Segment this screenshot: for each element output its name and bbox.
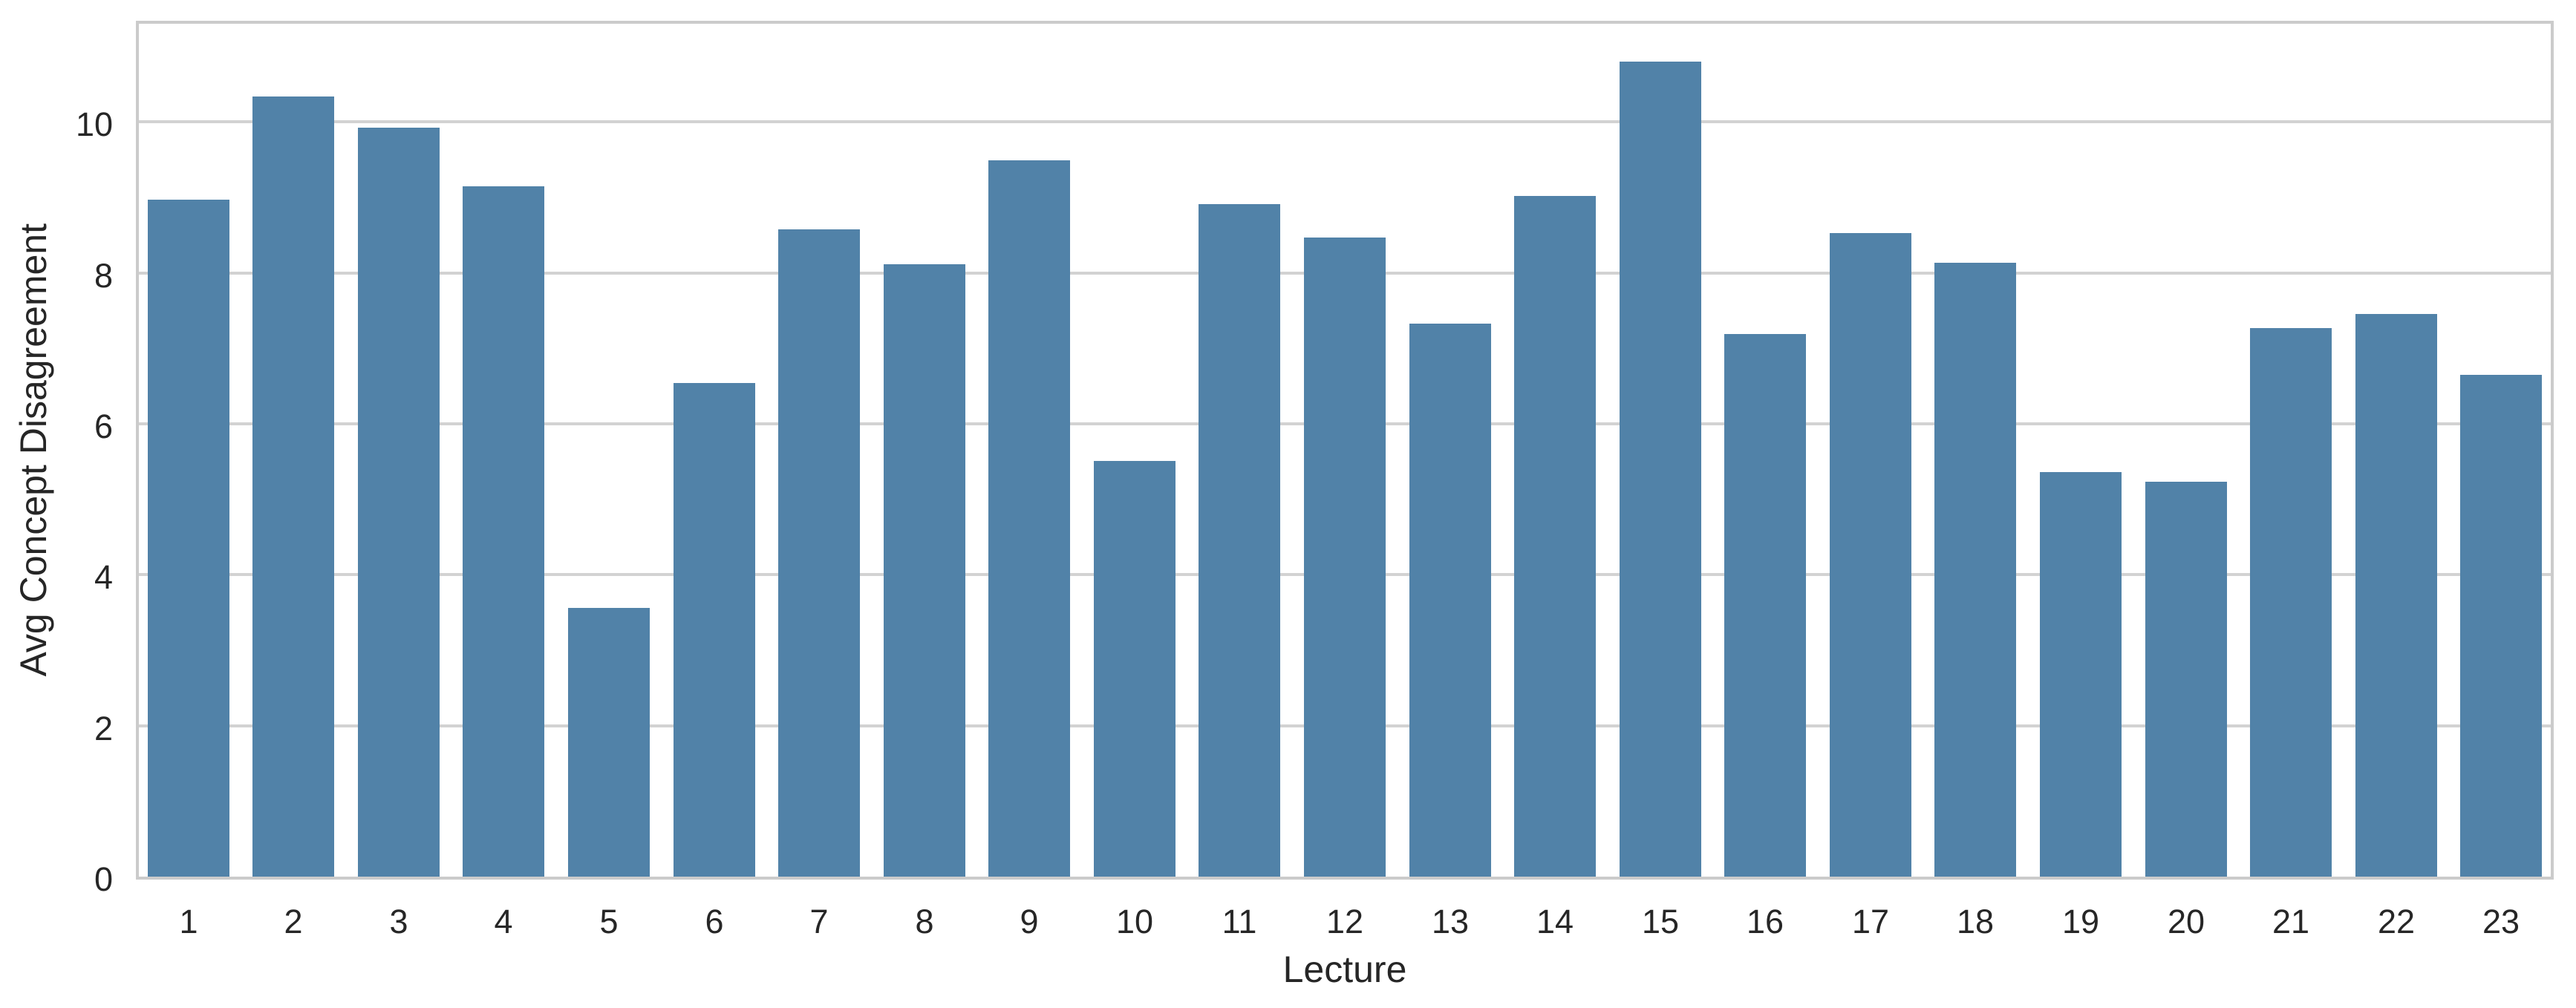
x-tick-label-18: 18: [1956, 903, 1995, 940]
x-tick-label-2: 2: [284, 903, 303, 940]
x-tick-label-8: 8: [915, 903, 934, 940]
bar-lecture-6: [674, 383, 755, 877]
x-tick-label-11: 11: [1222, 903, 1257, 940]
bar-lecture-5: [568, 608, 650, 877]
x-tick-label-15: 15: [1641, 903, 1680, 940]
bar-lecture-10: [1094, 461, 1175, 877]
x-tick-label-9: 9: [1020, 903, 1039, 940]
y-tick-label-0: 0: [94, 860, 113, 898]
bar-lecture-11: [1199, 204, 1280, 877]
bar-lecture-7: [778, 229, 860, 877]
bar-lecture-2: [252, 96, 334, 877]
y-tick-label-4: 4: [94, 558, 113, 596]
x-tick-label-14: 14: [1536, 903, 1574, 940]
bar-lecture-19: [2040, 472, 2122, 877]
bar-lecture-20: [2145, 482, 2227, 877]
plot-area: [136, 21, 2554, 880]
bar-lecture-22: [2355, 314, 2437, 877]
x-tick-label-23: 23: [2482, 903, 2520, 940]
bar-lecture-14: [1514, 196, 1596, 877]
x-axis-title: Lecture: [1282, 949, 1407, 990]
y-axis-title-container: Avg Concept Disagreement: [7, 21, 59, 880]
x-tick-label-22: 22: [2377, 903, 2416, 940]
x-tick-label-21: 21: [2272, 903, 2310, 940]
bar-lecture-13: [1409, 324, 1491, 877]
y-tick-label-2: 2: [94, 710, 113, 747]
bar-lecture-16: [1724, 334, 1806, 877]
x-tick-label-19: 19: [2061, 903, 2100, 940]
x-tick-label-1: 1: [179, 903, 198, 940]
x-tick-label-7: 7: [809, 903, 829, 940]
bar-lecture-21: [2250, 328, 2332, 877]
y-tick-label-8: 8: [94, 257, 113, 295]
bar-lecture-17: [1830, 233, 1911, 877]
x-tick-label-16: 16: [1746, 903, 1784, 940]
y-tick-label-6: 6: [94, 408, 113, 445]
x-tick-label-13: 13: [1431, 903, 1470, 940]
x-tick-label-6: 6: [705, 903, 724, 940]
bar-lecture-8: [884, 264, 965, 877]
x-tick-label-20: 20: [2167, 903, 2205, 940]
x-tick-label-12: 12: [1326, 903, 1364, 940]
bar-lecture-18: [1934, 263, 2016, 877]
x-tick-label-5: 5: [599, 903, 619, 940]
x-tick-label-4: 4: [494, 903, 513, 940]
bar-lecture-9: [988, 160, 1070, 877]
x-tick-label-10: 10: [1115, 903, 1154, 940]
bar-lecture-3: [358, 128, 440, 877]
bar-lecture-15: [1620, 62, 1701, 877]
bar-lecture-23: [2460, 375, 2542, 877]
x-tick-label-3: 3: [389, 903, 408, 940]
bar-lecture-4: [463, 186, 544, 877]
bar-lecture-1: [148, 200, 229, 877]
gridline-y10: [139, 120, 2551, 124]
bar-lecture-12: [1304, 238, 1386, 877]
y-tick-label-10: 10: [75, 105, 113, 143]
x-tick-label-17: 17: [1851, 903, 1890, 940]
